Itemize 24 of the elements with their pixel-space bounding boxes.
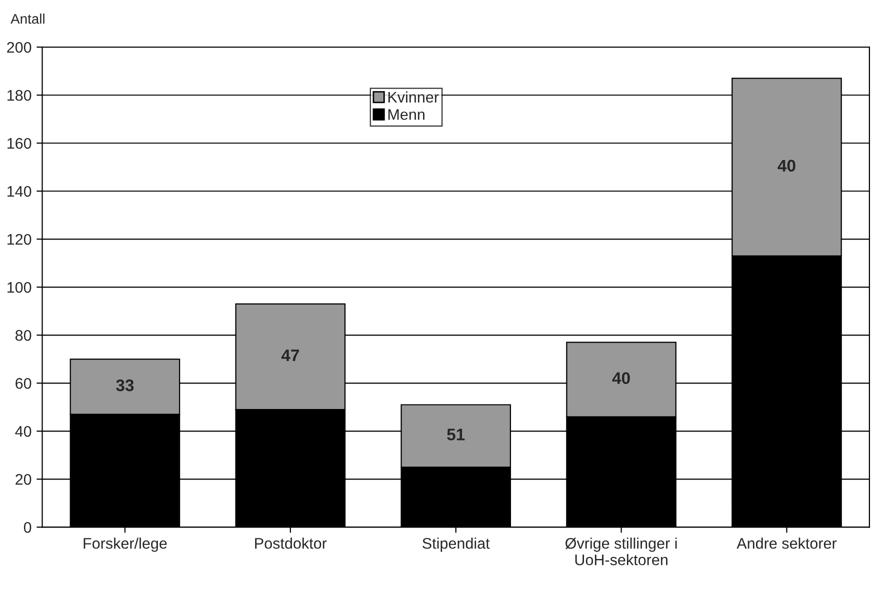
x-tick-label: Stipendiat [422, 538, 490, 552]
y-tick-label: 80 [15, 330, 32, 341]
y-tick-label: 140 [8, 186, 32, 197]
y-tick-label: 160 [8, 138, 32, 149]
y-tick-label: 180 [8, 90, 32, 101]
annotation: 40 [612, 372, 630, 384]
legend-label: Menn [388, 109, 424, 120]
annotation: 40 [778, 160, 796, 172]
y-axis-title: Antall [10, 14, 44, 24]
x-tick-label: Postdoktor [255, 538, 327, 549]
y-tick-label: 20 [16, 474, 32, 485]
annotation: 51 [447, 428, 465, 440]
y-tick-label: 40 [15, 426, 32, 437]
annotation: 33 [116, 379, 134, 392]
y-tick-label: 60 [16, 378, 32, 389]
x-tick-label: Forsker/lege [84, 538, 167, 552]
y-tick-label: 100 [8, 282, 32, 293]
y-tick-label: 200 [7, 42, 32, 53]
annotation: 47 [281, 350, 299, 362]
y-tick-label: 0 [24, 522, 32, 533]
y-tick-label: 120 [8, 234, 32, 245]
x-tick-label: Andre sektorer [736, 538, 837, 549]
legend-label: Kvinner [388, 91, 439, 103]
x-tick-label: Øvrige stillinger i UoH-sektoren [565, 538, 677, 566]
